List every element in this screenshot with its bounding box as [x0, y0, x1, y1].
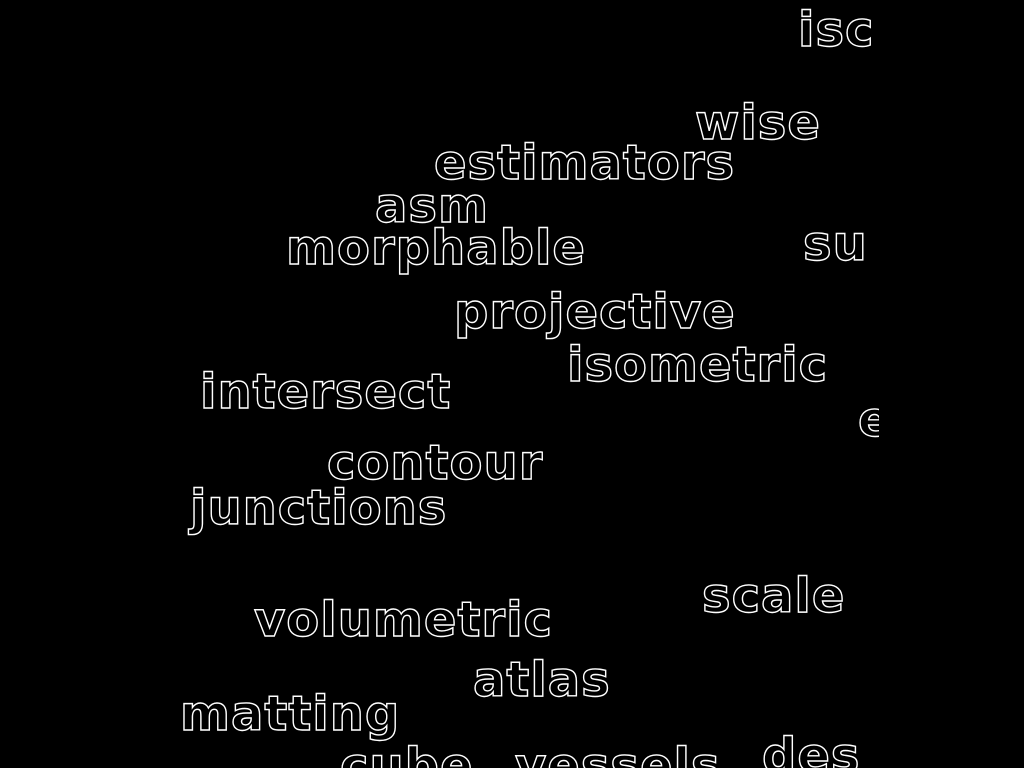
word-volumetric: volumetric	[253, 592, 553, 648]
word-estimators: estimators	[433, 135, 736, 191]
word-isometric: isometric	[566, 337, 829, 393]
word-projective: projective	[453, 284, 736, 340]
word-contour: contour	[326, 435, 544, 491]
word-isc: isc	[797, 2, 875, 58]
word-su: su	[802, 216, 868, 272]
word-junctions: junctions	[189, 480, 448, 536]
word-asm: asm	[374, 178, 489, 234]
word-intersect: intersect	[199, 364, 452, 420]
word-vessels: vessels	[514, 738, 721, 768]
word-cloud-area: isc wise estimators asm morphable su pro…	[179, 2, 879, 768]
word-des: des	[761, 728, 861, 768]
word-cube: cube	[339, 738, 474, 768]
word-scale: scale	[701, 568, 846, 624]
word-atlas: atlas	[472, 652, 611, 708]
word-morphable: morphable	[285, 220, 586, 276]
word-e: e	[857, 392, 879, 448]
word-matting: matting	[179, 686, 401, 742]
word-wise: wise	[694, 95, 821, 151]
